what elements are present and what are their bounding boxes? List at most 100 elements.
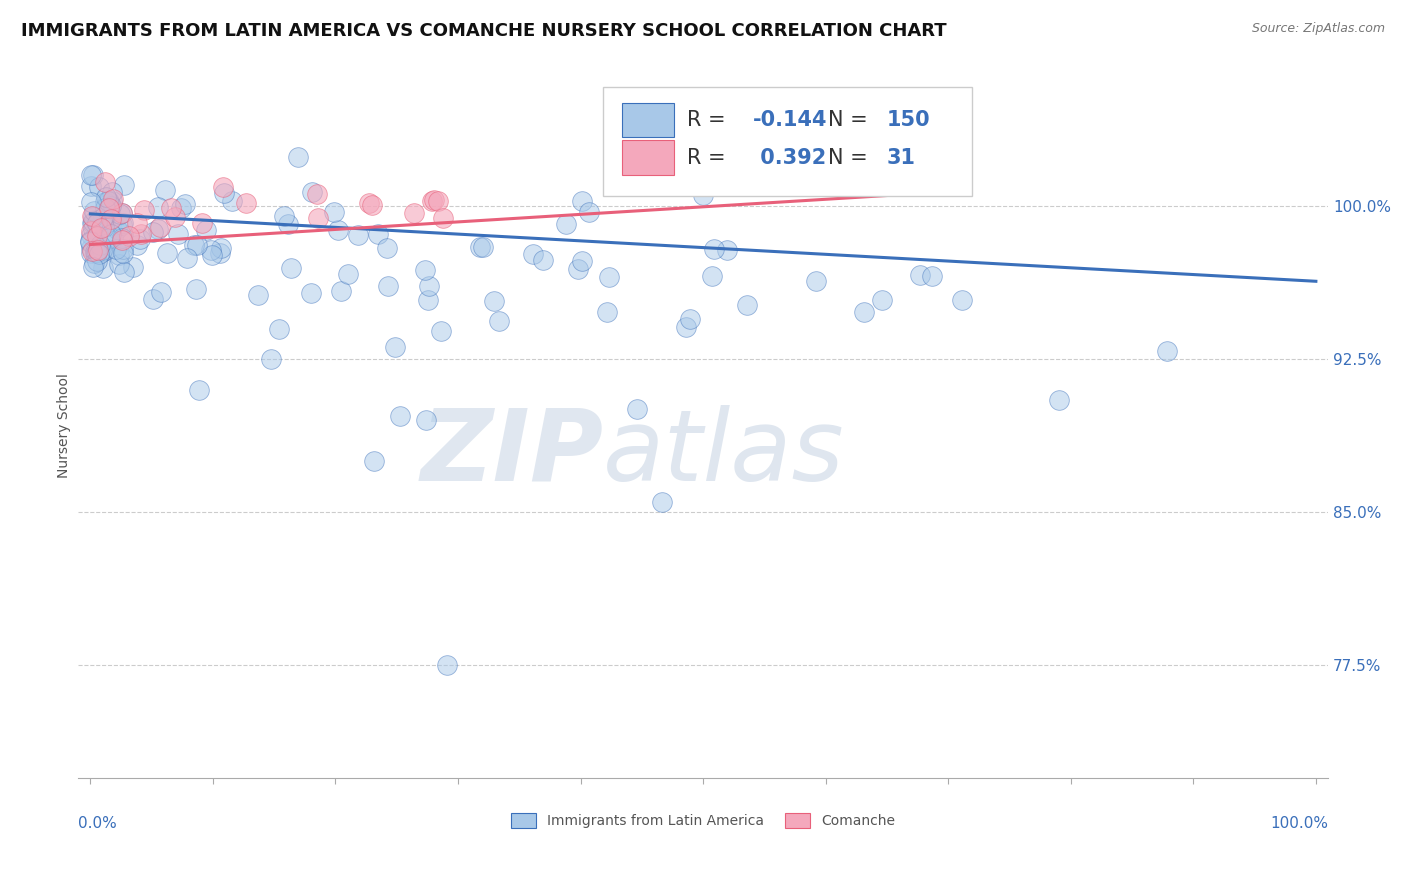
Point <box>104 242 127 256</box>
Point <box>100 185 122 199</box>
Point <box>86 216 108 230</box>
Point <box>114 264 136 278</box>
Point <box>388 409 411 423</box>
Point <box>692 188 714 202</box>
Point <box>86 253 108 268</box>
Point <box>156 246 179 260</box>
Point <box>212 180 235 194</box>
Point <box>186 237 208 252</box>
Point <box>93 217 115 231</box>
Point <box>482 293 505 308</box>
Point <box>79 235 101 250</box>
Point <box>98 201 121 215</box>
Point <box>201 248 224 262</box>
Point <box>436 658 458 673</box>
Point <box>367 227 389 242</box>
Point <box>287 150 309 164</box>
Text: 31: 31 <box>887 147 915 168</box>
Point <box>377 279 399 293</box>
Point <box>79 234 101 248</box>
Point <box>567 262 589 277</box>
Point <box>273 209 295 223</box>
Point <box>125 237 148 252</box>
Point <box>91 210 114 224</box>
Point <box>112 178 135 192</box>
Point <box>79 224 101 238</box>
Point <box>598 270 620 285</box>
Point <box>80 178 103 193</box>
Point <box>488 313 510 327</box>
Point <box>82 215 104 229</box>
Point <box>112 242 135 256</box>
Text: N =: N = <box>828 147 882 168</box>
Point <box>187 383 209 397</box>
Point <box>86 229 108 244</box>
Point <box>163 210 186 224</box>
Point <box>212 186 235 200</box>
Point <box>221 194 243 208</box>
Point <box>247 288 270 302</box>
Point <box>94 243 117 257</box>
Point <box>97 194 120 208</box>
Point <box>402 205 425 219</box>
Point <box>97 198 120 212</box>
Point <box>363 454 385 468</box>
Point <box>111 245 134 260</box>
Text: 150: 150 <box>887 111 931 130</box>
Point <box>142 292 165 306</box>
Point <box>117 229 139 244</box>
Point <box>142 225 165 239</box>
Point <box>149 285 172 299</box>
Text: ZIP: ZIP <box>420 405 603 502</box>
Point <box>100 194 122 209</box>
Point <box>93 234 115 248</box>
Point <box>82 168 104 182</box>
Point <box>111 206 134 220</box>
Point <box>432 211 454 225</box>
Text: R =: R = <box>688 147 733 168</box>
Point <box>80 216 103 230</box>
Point <box>84 215 107 229</box>
Point <box>79 227 101 242</box>
Point <box>89 180 111 194</box>
Point <box>209 246 232 260</box>
Point <box>735 298 758 312</box>
Point <box>86 245 108 260</box>
Point <box>80 244 103 258</box>
Point <box>423 193 446 207</box>
Point <box>100 199 122 213</box>
Point <box>90 245 112 260</box>
Y-axis label: Nursery School: Nursery School <box>58 373 72 478</box>
Point <box>170 201 193 215</box>
Point <box>578 205 600 219</box>
Point <box>533 252 555 267</box>
Text: Source: ZipAtlas.com: Source: ZipAtlas.com <box>1251 22 1385 36</box>
Point <box>921 269 943 284</box>
Point <box>415 413 437 427</box>
Point <box>146 222 169 236</box>
Point <box>415 262 437 277</box>
Point <box>555 218 578 232</box>
Point <box>420 194 443 209</box>
Point <box>361 198 384 212</box>
Point <box>700 268 723 283</box>
Point <box>200 243 222 257</box>
Point <box>129 227 152 242</box>
Point <box>90 243 112 257</box>
Point <box>93 220 115 235</box>
Point <box>651 495 673 509</box>
Point <box>675 320 697 334</box>
Point <box>94 217 117 231</box>
Point <box>804 275 827 289</box>
Point <box>100 198 122 212</box>
Point <box>110 231 132 245</box>
Point <box>595 305 617 319</box>
Point <box>305 186 328 201</box>
Text: N =: N = <box>828 111 875 130</box>
Point <box>359 195 381 210</box>
Point <box>277 217 299 231</box>
Point <box>194 223 217 237</box>
Point <box>94 189 117 203</box>
Point <box>190 216 212 230</box>
Legend: Immigrants from Latin America, Comanche: Immigrants from Latin America, Comanche <box>506 807 901 834</box>
